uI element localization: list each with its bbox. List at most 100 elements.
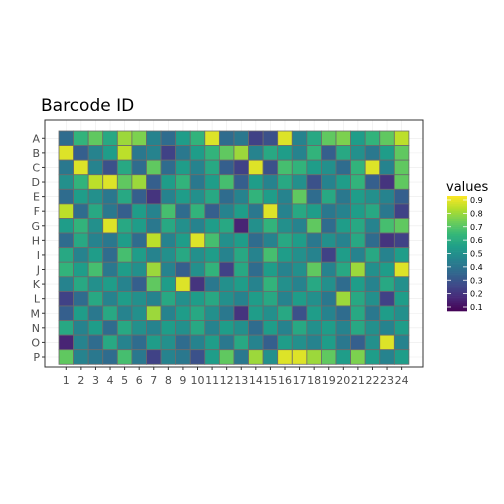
heatmap-cell: [277, 130, 293, 146]
heatmap-cell: [291, 174, 308, 190]
heatmap-cell: [291, 290, 308, 307]
y-tick-label: N: [32, 322, 40, 335]
heatmap-cell: [364, 334, 381, 351]
heatmap-cell: [146, 276, 162, 292]
heatmap-cell: [160, 130, 177, 146]
x-tick-label: 24: [395, 374, 409, 387]
x-tick-label: 7: [150, 374, 157, 387]
heatmap-cell: [321, 247, 337, 263]
legend-colorbar-segment: [447, 196, 467, 199]
heatmap-cell: [58, 145, 74, 161]
heatmap-cell: [146, 290, 162, 307]
heatmap-cell: [116, 290, 133, 307]
heatmap-cell: [248, 334, 264, 351]
heatmap-cell: [146, 159, 162, 176]
heatmap-cell: [131, 334, 147, 351]
heatmap-cell: [306, 261, 322, 278]
legend-colorbar-segment: [447, 253, 467, 256]
heatmap-cell: [116, 276, 133, 292]
legend-colorbar-segment: [447, 197, 467, 201]
heatmap-cell: [131, 305, 147, 321]
heatmap-cell: [364, 130, 381, 146]
legend-colorbar-segment: [447, 307, 467, 310]
legend-colorbar-segment: [447, 291, 467, 295]
heatmap-cell: [379, 247, 395, 263]
heatmap-cell: [364, 159, 381, 176]
heatmap-cell: [218, 320, 235, 336]
heatmap-cell: [350, 130, 366, 146]
heatmap-cell: [131, 349, 147, 365]
heatmap-cell: [335, 276, 351, 292]
legend-colorbar-segment: [447, 205, 467, 208]
heatmap-cell: [262, 218, 279, 234]
heatmap-cell: [321, 290, 337, 307]
heatmap-cell: [262, 276, 279, 292]
heatmap-cell: [335, 145, 351, 161]
heatmap-cell: [116, 159, 133, 176]
heatmap-cell: [175, 203, 191, 219]
heatmap-cell: [379, 276, 395, 292]
heatmap-cell: [175, 174, 191, 190]
heatmap-cell: [146, 247, 162, 263]
heatmap-cell: [393, 320, 410, 336]
heatmap-cell: [277, 203, 293, 219]
heatmap-cell: [306, 218, 322, 234]
heatmap-cell: [218, 349, 235, 365]
legend-colorbar-segment: [447, 274, 467, 277]
heatmap-cell: [189, 159, 206, 176]
legend-colorbar-segment: [447, 213, 467, 216]
heatmap-cell: [87, 334, 104, 351]
heatmap-cell: [379, 174, 395, 190]
heatmap-cell: [116, 247, 133, 263]
legend-colorbar-segment: [447, 272, 467, 275]
heatmap-cell: [204, 188, 220, 205]
y-tick-label: J: [36, 264, 40, 277]
legend-colorbar-segment: [447, 266, 467, 270]
heatmap-cell: [131, 276, 147, 292]
heatmap-cell: [58, 305, 74, 321]
heatmap-cell: [146, 130, 162, 146]
heatmap-cell: [102, 130, 118, 146]
heatmap-cell: [379, 290, 395, 307]
heatmap-cell: [321, 145, 337, 161]
heatmap-cell: [291, 247, 308, 263]
heatmap-cell: [248, 247, 264, 263]
x-tick-label: 20: [336, 374, 350, 387]
heatmap-cell: [262, 159, 279, 176]
heatmap-cell: [102, 188, 118, 205]
heatmap-cell: [73, 130, 89, 146]
heatmap-cell: [58, 159, 74, 176]
heatmap-cell: [58, 349, 74, 365]
heatmap-cell: [364, 305, 381, 321]
legend-colorbar-segment: [447, 255, 467, 258]
heatmap-cell: [218, 305, 235, 321]
legend-colorbar-segment: [447, 249, 467, 252]
heatmap-cell: [321, 188, 337, 205]
heatmap-cell: [160, 218, 177, 234]
heatmap-cell: [131, 159, 147, 176]
legend-colorbar-segment: [447, 289, 467, 293]
heatmap-cell: [233, 290, 249, 307]
legend-colorbar-segment: [447, 280, 467, 283]
heatmap-cell: [73, 349, 89, 365]
legend-colorbar-segment: [447, 245, 467, 249]
heatmap-cell: [175, 320, 191, 336]
legend-colorbar-segment: [447, 257, 467, 260]
x-tick-label: 6: [136, 374, 143, 387]
y-tick-label: G: [31, 220, 40, 233]
heatmap-cell: [277, 218, 293, 234]
legend-colorbar-segment: [447, 270, 467, 273]
legend-colorbar-segment: [447, 240, 467, 243]
y-tick-label: D: [32, 176, 40, 189]
heatmap-cell: [73, 305, 89, 321]
x-tick-label: 13: [234, 374, 248, 387]
heatmap-cell: [335, 159, 351, 176]
heatmap-cell: [233, 305, 249, 321]
heatmap-cell: [306, 232, 322, 249]
heatmap-cell: [73, 159, 89, 176]
heatmap-cell: [335, 130, 351, 146]
heatmap-cell: [131, 261, 147, 278]
heatmap-cell: [248, 188, 264, 205]
heatmap-cell: [160, 349, 177, 365]
heatmap-cell: [393, 290, 410, 307]
